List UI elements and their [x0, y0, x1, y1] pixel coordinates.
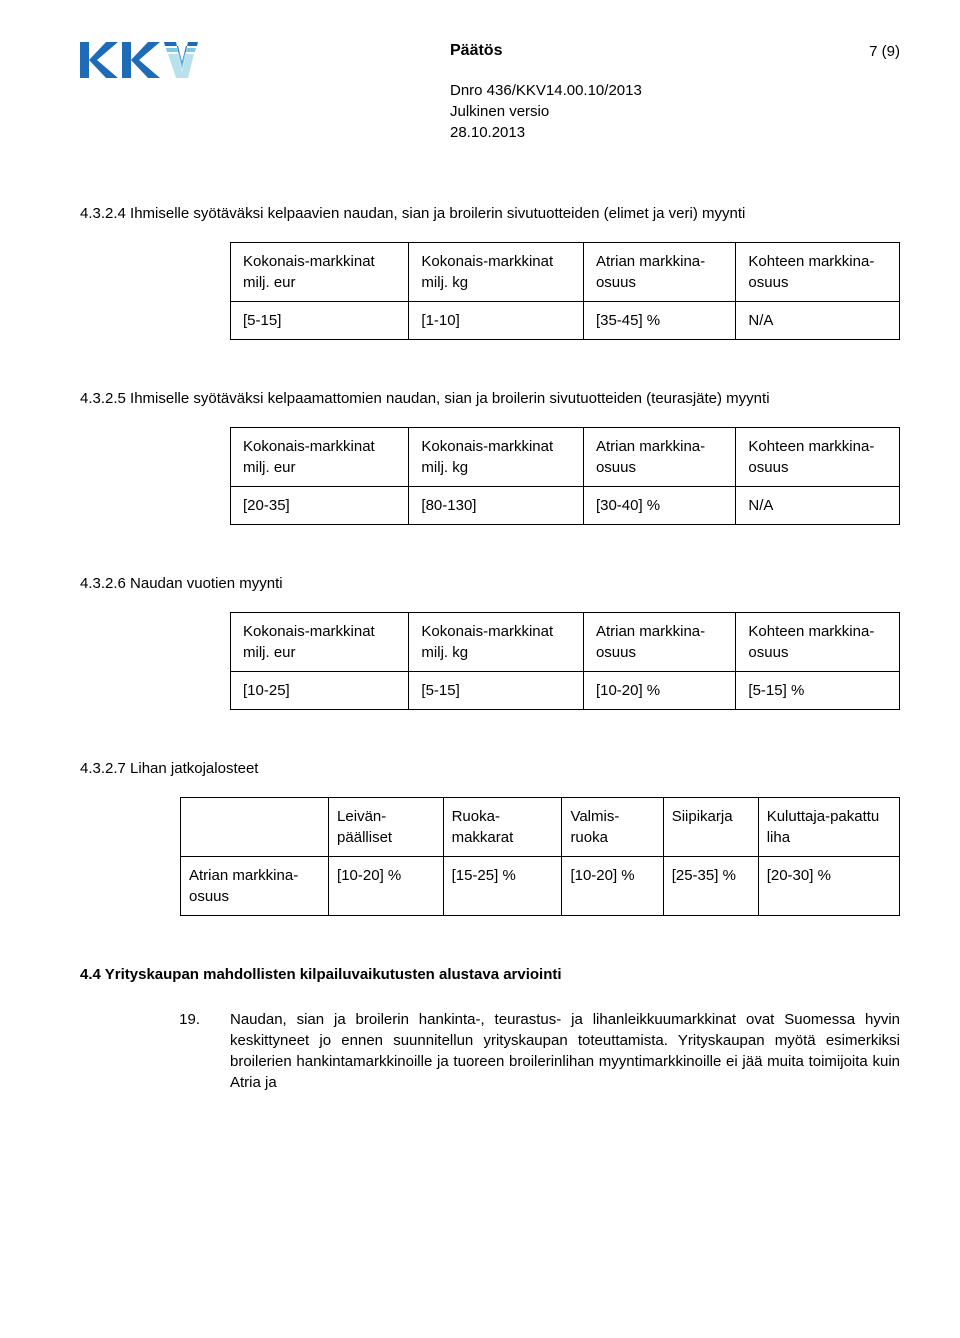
col-header: Kohteen markkina-osuus: [736, 613, 900, 672]
cell: [10-20] %: [583, 672, 735, 710]
row-label: Atrian markkina-osuus: [181, 857, 329, 916]
col-header: Kohteen markkina-osuus: [736, 428, 900, 487]
table-header-row: Kokonais-markkinat milj. eur Kokonais-ma…: [231, 243, 900, 302]
header-meta: Dnro 436/KKV14.00.10/2013 Julkinen versi…: [450, 80, 840, 143]
cell: [35-45] %: [583, 302, 735, 340]
col-header: Kokonais-markkinat milj. eur: [231, 428, 409, 487]
paragraph-19: 19. Naudan, sian ja broilerin hankinta-,…: [80, 1009, 900, 1093]
cell: [1-10]: [409, 302, 584, 340]
heading-4-4: 4.4 Yrityskaupan mahdollisten kilpailuva…: [80, 964, 900, 985]
col-header: Kokonais-markkinat milj. kg: [409, 243, 584, 302]
cell: [15-25] %: [443, 857, 562, 916]
cell: N/A: [736, 487, 900, 525]
col-header: Kuluttaja-pakattu liha: [758, 798, 899, 857]
version: Julkinen versio: [450, 101, 840, 122]
heading-4-3-2-4: 4.3.2.4 Ihmiselle syötäväksi kelpaavien …: [80, 203, 900, 224]
cell: [20-35]: [231, 487, 409, 525]
cell: [10-25]: [231, 672, 409, 710]
cell: [25-35] %: [663, 857, 758, 916]
table-header-row: Kokonais-markkinat milj. eur Kokonais-ma…: [231, 613, 900, 672]
table-4-3-2-7: Leivän-päälliset Ruoka-makkarat Valmis-r…: [180, 797, 900, 916]
cell: [10-20] %: [329, 857, 444, 916]
cell: [30-40] %: [583, 487, 735, 525]
col-header: Kokonais-markkinat milj. kg: [409, 428, 584, 487]
cell: N/A: [736, 302, 900, 340]
cell: [5-15]: [409, 672, 584, 710]
table-row: [10-25] [5-15] [10-20] % [5-15] %: [231, 672, 900, 710]
table-row: [20-35] [80-130] [30-40] % N/A: [231, 487, 900, 525]
col-header: Valmis-ruoka: [562, 798, 663, 857]
col-header: Atrian markkina-osuus: [583, 243, 735, 302]
document-page: Päätös Dnro 436/KKV14.00.10/2013 Julkine…: [0, 0, 960, 1147]
col-header: Siipikarja: [663, 798, 758, 857]
page-header: Päätös Dnro 436/KKV14.00.10/2013 Julkine…: [80, 40, 900, 143]
table-4-3-2-6: Kokonais-markkinat milj. eur Kokonais-ma…: [230, 612, 900, 710]
page-number: 7 (9): [840, 40, 900, 62]
col-header: Atrian markkina-osuus: [583, 428, 735, 487]
date: 28.10.2013: [450, 122, 840, 143]
col-header: Kohteen markkina-osuus: [736, 243, 900, 302]
col-header: Ruoka-makkarat: [443, 798, 562, 857]
cell: [80-130]: [409, 487, 584, 525]
table-4-3-2-4: Kokonais-markkinat milj. eur Kokonais-ma…: [230, 242, 900, 340]
para-text: Naudan, sian ja broilerin hankinta-, teu…: [230, 1009, 900, 1093]
kkv-logo: [80, 40, 210, 88]
col-header: [181, 798, 329, 857]
dnro: Dnro 436/KKV14.00.10/2013: [450, 80, 840, 101]
table-row: [5-15] [1-10] [35-45] % N/A: [231, 302, 900, 340]
col-header: Kokonais-markkinat milj. eur: [231, 613, 409, 672]
col-header: Leivän-päälliset: [329, 798, 444, 857]
heading-4-3-2-5: 4.3.2.5 Ihmiselle syötäväksi kelpaamatto…: [80, 388, 900, 409]
cell: [5-15]: [231, 302, 409, 340]
doc-title: Päätös: [450, 40, 840, 62]
para-number: 19.: [80, 1009, 230, 1093]
cell: [20-30] %: [758, 857, 899, 916]
heading-4-3-2-7: 4.3.2.7 Lihan jatkojalosteet: [80, 758, 900, 779]
table-header-row: Kokonais-markkinat milj. eur Kokonais-ma…: [231, 428, 900, 487]
table-row: Atrian markkina-osuus [10-20] % [15-25] …: [181, 857, 900, 916]
cell: [10-20] %: [562, 857, 663, 916]
cell: [5-15] %: [736, 672, 900, 710]
col-header: Kokonais-markkinat milj. kg: [409, 613, 584, 672]
table-header-row: Leivän-päälliset Ruoka-makkarat Valmis-r…: [181, 798, 900, 857]
col-header: Kokonais-markkinat milj. eur: [231, 243, 409, 302]
header-center: Päätös Dnro 436/KKV14.00.10/2013 Julkine…: [210, 40, 840, 143]
table-4-3-2-5: Kokonais-markkinat milj. eur Kokonais-ma…: [230, 427, 900, 525]
heading-4-3-2-6: 4.3.2.6 Naudan vuotien myynti: [80, 573, 900, 594]
col-header: Atrian markkina-osuus: [583, 613, 735, 672]
